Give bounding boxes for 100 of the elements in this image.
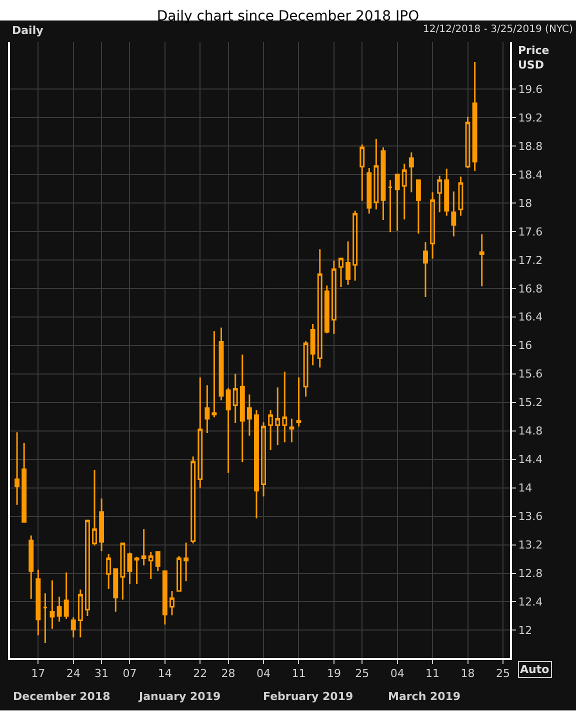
candlestick bbox=[465, 116, 470, 169]
text: Daily bbox=[12, 24, 44, 37]
x-tick-label: 31 bbox=[94, 667, 109, 680]
y-tick-label: 12.8 bbox=[518, 567, 543, 580]
candlestick bbox=[472, 61, 478, 172]
x-tick-label: 18 bbox=[460, 667, 475, 680]
x-tick-label: 25 bbox=[355, 667, 370, 680]
candlestick bbox=[360, 144, 365, 202]
candlestick bbox=[261, 422, 266, 498]
candlestick bbox=[479, 234, 484, 288]
y-tick-label: 14.4 bbox=[518, 453, 543, 466]
y-tick-label: 19.2 bbox=[518, 111, 543, 124]
candlestick bbox=[28, 534, 34, 600]
candlestick bbox=[162, 570, 168, 626]
x-tick-label: 24 bbox=[66, 667, 80, 680]
candlestick bbox=[176, 555, 182, 593]
candlestick bbox=[416, 179, 421, 234]
candlestick bbox=[296, 376, 302, 428]
candlestick bbox=[246, 394, 252, 437]
candlestick bbox=[141, 528, 146, 566]
y-tick-label: 18 bbox=[518, 196, 532, 210]
text: March 2019 bbox=[388, 690, 461, 703]
candlestick bbox=[366, 167, 372, 214]
candlestick bbox=[303, 340, 308, 398]
y-tick-label: 12.4 bbox=[518, 596, 543, 609]
candlestick bbox=[394, 174, 400, 232]
y-tick-label: 15.6 bbox=[518, 368, 543, 381]
candlestick bbox=[184, 542, 189, 582]
candlestick bbox=[113, 568, 118, 612]
y-tick-label: 14.8 bbox=[518, 424, 543, 438]
candlestick bbox=[14, 432, 20, 506]
candlestick bbox=[120, 542, 126, 600]
candlestick bbox=[331, 260, 336, 335]
candlestick bbox=[50, 580, 55, 630]
text: December 2018 bbox=[13, 690, 110, 703]
candlestick bbox=[64, 572, 69, 620]
candlestick bbox=[190, 456, 196, 544]
candlestick bbox=[42, 592, 48, 644]
candlestick bbox=[275, 386, 280, 446]
candlestick bbox=[402, 163, 407, 220]
candlestick bbox=[148, 551, 154, 580]
candlestick bbox=[170, 590, 174, 616]
candlestick bbox=[198, 376, 203, 489]
y-tick-label: 18.4 bbox=[518, 168, 543, 182]
y-tick-label: 17.2 bbox=[518, 254, 543, 267]
candlestick bbox=[134, 556, 140, 585]
x-tick-label: 28 bbox=[221, 667, 236, 680]
text: Auto bbox=[520, 663, 550, 676]
x-tick-label: 22 bbox=[193, 667, 208, 680]
y-tick-label: 13.6 bbox=[518, 510, 543, 524]
candlestick bbox=[352, 210, 358, 282]
y-axis-title: Price USD bbox=[518, 44, 550, 72]
candlestick bbox=[444, 168, 450, 217]
candlestick bbox=[346, 240, 350, 286]
y-tick-label: 13.2 bbox=[518, 538, 543, 552]
candlestick bbox=[289, 418, 294, 443]
x-tick-label: 11 bbox=[426, 667, 440, 680]
candlestick bbox=[226, 387, 231, 474]
x-tick-label: 07 bbox=[122, 667, 137, 680]
candlestick bbox=[70, 616, 76, 638]
candlestick bbox=[437, 175, 442, 213]
y-tick-label: 16.8 bbox=[518, 282, 543, 296]
candlestick bbox=[380, 146, 386, 221]
y-tick-label: 12 bbox=[518, 624, 532, 638]
y-tick-label: 15.2 bbox=[518, 396, 543, 410]
text: February 2019 bbox=[263, 690, 354, 703]
candlestick bbox=[106, 553, 112, 590]
x-tick-label: 14 bbox=[158, 667, 172, 680]
x-tick-label: 04 bbox=[256, 667, 271, 680]
y-tick-label: 18.8 bbox=[518, 140, 543, 153]
y-tick-label: 16.4 bbox=[518, 310, 543, 324]
y-tick-label: 14 bbox=[518, 482, 532, 495]
chart-title: Daily chart since December 2018 IPO bbox=[156, 8, 420, 24]
text: 12/12/2018 - 3/25/2019 (NYC) bbox=[423, 24, 573, 35]
y-tick-label: 17.6 bbox=[518, 225, 543, 238]
y-tick-label: 16 bbox=[518, 339, 532, 352]
candlestick bbox=[99, 498, 104, 552]
candlestick bbox=[218, 326, 224, 401]
x-tick-label: 17 bbox=[31, 667, 46, 680]
candlestick bbox=[388, 179, 393, 233]
candlestick bbox=[408, 152, 414, 194]
candlestick bbox=[282, 370, 288, 443]
candlestick bbox=[458, 176, 464, 217]
candlestick bbox=[254, 409, 259, 520]
candlestick bbox=[423, 241, 428, 298]
candlestick bbox=[204, 384, 210, 434]
candlestick bbox=[36, 568, 41, 636]
candlestick bbox=[324, 284, 330, 334]
candlestick bbox=[155, 551, 160, 572]
candlestick bbox=[451, 190, 456, 238]
candlestick bbox=[374, 138, 379, 210]
candlestick bbox=[317, 248, 322, 368]
candlestick bbox=[84, 519, 90, 617]
candlestick bbox=[310, 323, 316, 366]
candlestick bbox=[56, 596, 62, 622]
y-tick-label: 19.6 bbox=[518, 82, 543, 96]
x-tick-label: 25 bbox=[496, 667, 510, 680]
x-tick-label: 19 bbox=[326, 667, 341, 680]
candlestick bbox=[78, 588, 83, 638]
candlestick bbox=[268, 409, 274, 451]
